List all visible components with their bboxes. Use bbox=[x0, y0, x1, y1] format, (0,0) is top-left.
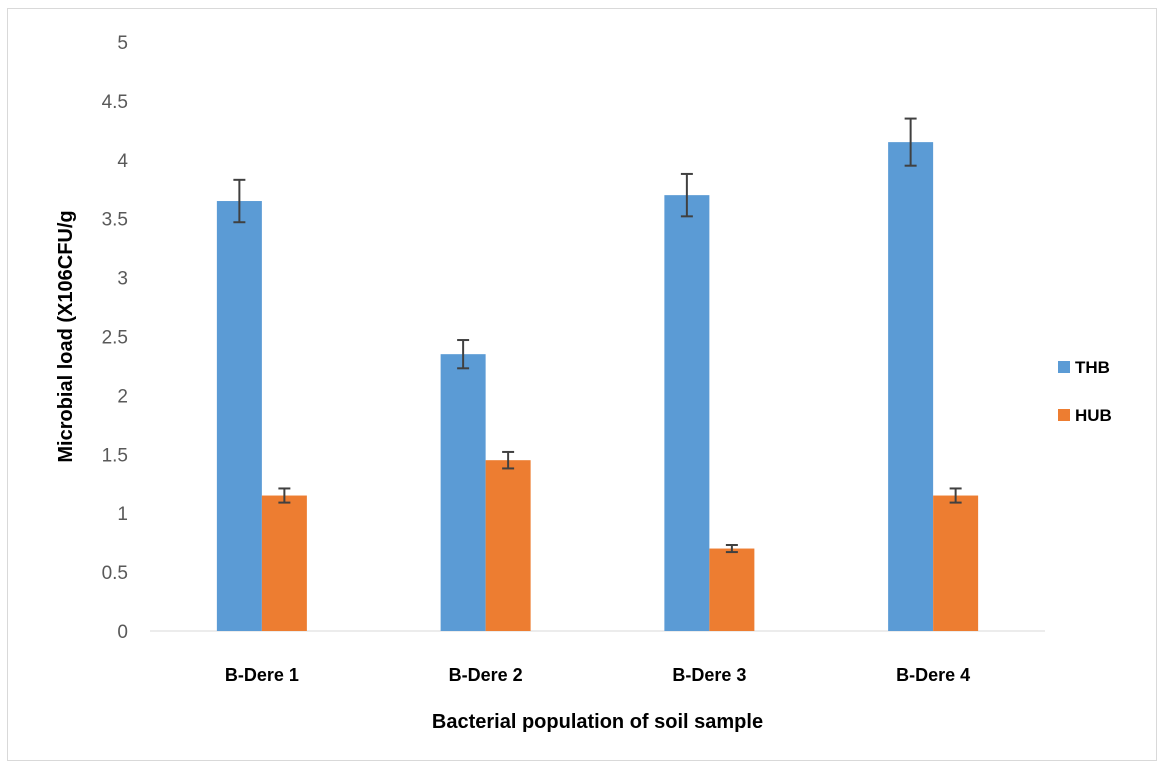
error-bars bbox=[233, 117, 962, 554]
x-category-label: B-Dere 4 bbox=[896, 665, 970, 685]
error-bar-hub-3 bbox=[725, 544, 738, 554]
legend-label-thb: THB bbox=[1075, 358, 1110, 377]
x-category-label: B-Dere 3 bbox=[672, 665, 746, 685]
bar-thb-4 bbox=[888, 142, 934, 631]
y-axis-title: Microbial load (X106CFU/g bbox=[55, 210, 77, 462]
y-tick-label: 1 bbox=[117, 504, 128, 525]
legend-swatch-hub bbox=[1058, 409, 1070, 421]
y-tick-label: 0.5 bbox=[102, 563, 128, 584]
y-tick-label: 2 bbox=[117, 386, 128, 407]
error-bar-thb-3 bbox=[680, 172, 693, 218]
y-tick-label: 3 bbox=[117, 269, 128, 290]
error-bar-thb-1 bbox=[233, 178, 246, 224]
chart-frame bbox=[7, 8, 1157, 761]
legend-swatch-thb bbox=[1058, 361, 1070, 373]
y-tick-label: 2.5 bbox=[102, 328, 128, 349]
y-tick-label: 0 bbox=[117, 622, 128, 643]
bar-thb-3 bbox=[664, 195, 710, 631]
legend: THB HUB bbox=[1058, 358, 1112, 425]
bars bbox=[216, 142, 979, 631]
y-tick-label: 4.5 bbox=[102, 92, 128, 113]
bar-hub-3 bbox=[709, 548, 755, 631]
bar-hub-2 bbox=[485, 460, 531, 631]
bar-thb-2 bbox=[440, 354, 486, 631]
bar-hub-4 bbox=[933, 495, 979, 631]
error-bar-hub-2 bbox=[502, 450, 515, 470]
x-category-label: B-Dere 1 bbox=[225, 665, 299, 685]
y-tick-label: 4 bbox=[117, 151, 128, 172]
bar-thb-1 bbox=[216, 201, 262, 631]
y-tick-label: 5 bbox=[117, 33, 128, 54]
error-bar-thb-4 bbox=[904, 117, 917, 167]
bar-hub-1 bbox=[261, 495, 307, 631]
legend-label-hub: HUB bbox=[1075, 406, 1112, 425]
y-tick-label: 1.5 bbox=[102, 445, 128, 466]
error-bar-hub-4 bbox=[949, 487, 962, 504]
x-category-label: B-Dere 2 bbox=[449, 665, 523, 685]
x-axis-categories: B-Dere 1 B-Dere 2 B-Dere 3 B-Dere 4 bbox=[225, 665, 970, 685]
error-bar-hub-1 bbox=[278, 487, 291, 504]
error-bar-thb-2 bbox=[457, 339, 470, 370]
x-axis-title: Bacterial population of soil sample bbox=[432, 711, 763, 733]
y-axis-ticks: 0 0.5 1 1.5 2 2.5 3 3.5 4 4.5 5 bbox=[102, 33, 129, 643]
y-tick-label: 3.5 bbox=[102, 210, 128, 231]
